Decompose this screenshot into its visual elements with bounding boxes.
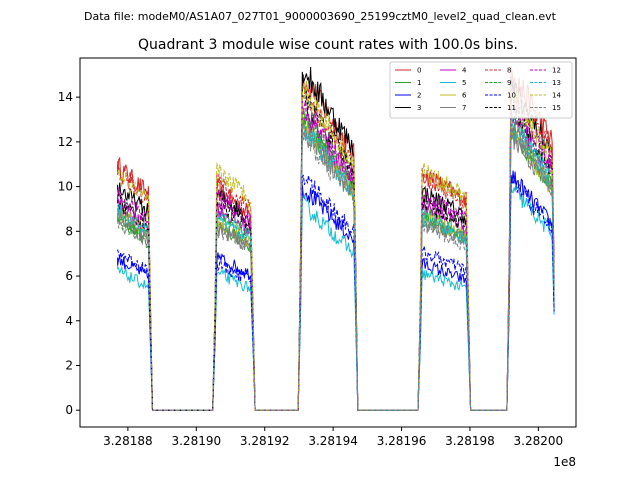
y-axis: 0 2 4 6 8 10 12 14 (58, 90, 80, 417)
legend-box (389, 61, 573, 119)
y-tick-label: 0 (65, 403, 73, 417)
x-tick-label: 3.28190 (171, 434, 221, 448)
x-tick-label: 3.28196 (377, 434, 427, 448)
legend-label: 12 (552, 67, 561, 75)
y-tick-label: 8 (65, 224, 73, 238)
chart-title: Quadrant 3 module wise count rates with … (138, 37, 518, 53)
legend-label: 0 (417, 67, 421, 75)
series-line-1 (117, 116, 555, 411)
legend-label: 7 (462, 104, 466, 112)
y-tick-label: 12 (58, 135, 73, 149)
legend-label: 11 (507, 104, 516, 112)
y-tick-label: 14 (58, 90, 73, 104)
legend-label: 10 (507, 92, 516, 100)
y-tick-label: 10 (58, 180, 73, 194)
series-line-14 (117, 80, 555, 411)
y-tick-label: 2 (65, 359, 73, 373)
legend-label: 5 (462, 79, 466, 87)
x-axis: 3.28188 3.28190 3.28192 3.28194 3.28196 3.281… (103, 427, 563, 448)
series-line-15 (117, 120, 555, 411)
legend-label: 6 (462, 92, 467, 100)
legend-label: 1 (417, 79, 421, 87)
x-tick-label: 3.28198 (445, 434, 495, 448)
x-tick-label: 3.28188 (103, 434, 153, 448)
plot-frame (79, 57, 577, 428)
legend-label: 13 (552, 79, 561, 87)
x-tick-label: 3.28200 (514, 434, 564, 448)
series-line-11 (117, 84, 555, 411)
legend-label: 8 (507, 67, 511, 75)
series-line-10 (117, 174, 555, 411)
figure-suptitle: Data file: modeM0/AS1A07_027T01_90000036… (84, 10, 557, 23)
legend-label: 3 (417, 104, 421, 112)
y-tick-label: 4 (65, 314, 73, 328)
legend-label: 15 (552, 104, 561, 112)
legend-label: 9 (507, 79, 511, 87)
x-offset-label: 1e8 (553, 455, 576, 469)
x-tick-label: 3.28194 (308, 434, 358, 448)
legend-label: 2 (417, 92, 421, 100)
legend-label: 14 (552, 92, 561, 100)
x-tick-label: 3.28192 (240, 434, 290, 448)
series-line-4 (117, 99, 555, 411)
series-line-13 (117, 114, 555, 411)
series-line-2 (117, 170, 555, 411)
y-tick-label: 6 (65, 269, 73, 283)
legend-label: 4 (462, 67, 467, 75)
